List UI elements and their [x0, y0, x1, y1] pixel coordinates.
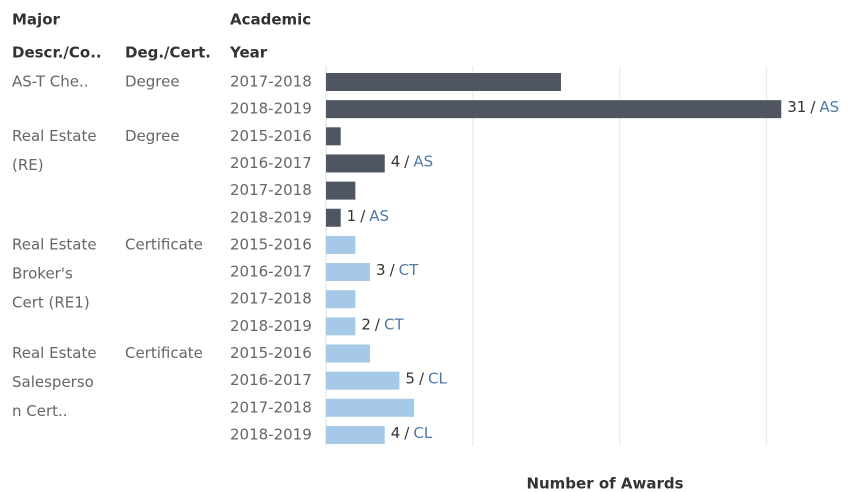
award-type: AS — [413, 152, 433, 170]
year-label: 2018-2019 — [230, 425, 312, 443]
separator: / — [404, 423, 410, 441]
column-header: Major — [12, 11, 60, 29]
year-label: 2018-2019 — [230, 208, 312, 226]
bar — [326, 317, 356, 336]
year-label: 2015-2016 — [230, 235, 312, 253]
year-label: 2018-2019 — [230, 100, 312, 118]
year-label: 2016-2017 — [230, 154, 312, 172]
value-label: 31/AS — [787, 98, 839, 116]
major-label: (RE) — [12, 156, 44, 174]
value-label: 4/AS — [391, 152, 433, 170]
major-label: Salesperso — [12, 373, 94, 391]
value-label: 5/CL — [405, 369, 447, 387]
value: 31 — [787, 98, 806, 116]
separator: / — [390, 261, 396, 279]
separator: / — [810, 98, 816, 116]
bar — [326, 344, 371, 363]
column-header: Descr./Co.. — [12, 44, 102, 62]
award-type: CT — [399, 261, 419, 279]
column-header: Deg./Cert. — [125, 44, 211, 62]
bar — [326, 398, 415, 417]
year-label: 2016-2017 — [230, 371, 312, 389]
degree-label: Degree — [125, 73, 180, 91]
award-type: CT — [384, 315, 404, 333]
degree-label: Certificate — [125, 235, 203, 253]
separator: / — [360, 206, 366, 224]
year-label: 2015-2016 — [230, 127, 312, 145]
bar — [326, 100, 782, 119]
x-axis-title: Number of Awards — [526, 475, 683, 492]
bar — [326, 181, 356, 200]
year-label: 2016-2017 — [230, 263, 312, 281]
value: 4 — [391, 423, 401, 441]
year-label: 2017-2018 — [230, 73, 312, 91]
value-label: 1/AS — [347, 206, 389, 224]
bar — [326, 73, 561, 91]
value: 5 — [405, 369, 415, 387]
major-label: Cert (RE1) — [12, 293, 90, 311]
major-label: Real Estate — [12, 344, 97, 362]
bar — [326, 425, 385, 444]
bar — [326, 235, 356, 254]
separator: / — [375, 315, 381, 333]
value-label: 3/CT — [376, 261, 419, 279]
award-type: AS — [369, 206, 389, 224]
separator: / — [404, 152, 410, 170]
major-label: Real Estate — [12, 235, 97, 253]
value: 2 — [361, 315, 371, 333]
bar — [326, 208, 341, 227]
column-header: Academic — [230, 11, 311, 29]
bar — [326, 290, 356, 309]
bar — [326, 263, 371, 282]
major-label: Real Estate — [12, 127, 97, 145]
year-label: 2017-2018 — [230, 398, 312, 416]
value: 3 — [376, 261, 386, 279]
degree-label: Certificate — [125, 344, 203, 362]
bar — [326, 127, 341, 146]
year-label: 2018-2019 — [230, 317, 312, 335]
value-label: 4/CL — [391, 423, 433, 441]
award-type: CL — [428, 369, 447, 387]
award-type: AS — [819, 98, 839, 116]
degree-label: Degree — [125, 127, 180, 145]
award-type: CL — [413, 423, 432, 441]
value-label: 2/CT — [361, 315, 404, 333]
year-label: 2017-2018 — [230, 290, 312, 308]
column-header: Year — [229, 44, 268, 62]
separator: / — [419, 369, 425, 387]
value: 1 — [347, 206, 357, 224]
major-label: AS-T Che.. — [12, 73, 89, 91]
year-label: 2017-2018 — [230, 181, 312, 199]
year-label: 2015-2016 — [230, 344, 312, 362]
major-label: n Cert.. — [12, 402, 68, 420]
major-label: Broker's — [12, 264, 73, 282]
value: 4 — [391, 152, 401, 170]
bar — [326, 371, 400, 390]
bar — [326, 154, 385, 173]
